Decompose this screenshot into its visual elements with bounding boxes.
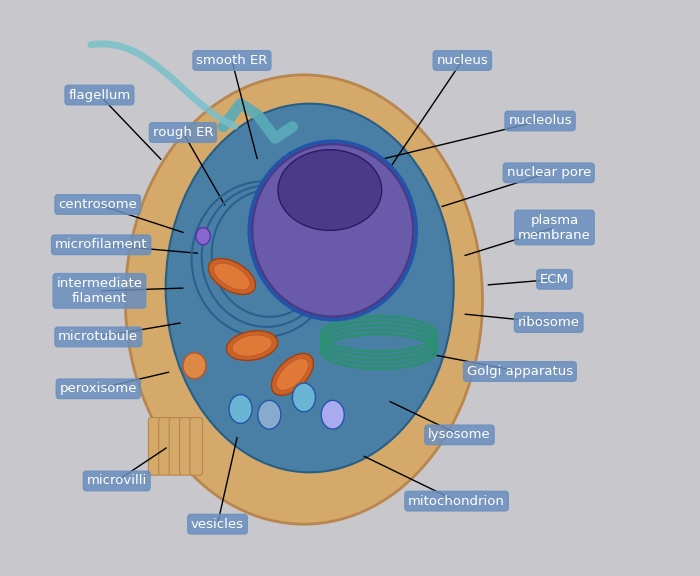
Text: nucleolus: nucleolus xyxy=(508,115,572,127)
Text: microfilament: microfilament xyxy=(55,238,148,251)
Ellipse shape xyxy=(125,75,482,524)
Ellipse shape xyxy=(293,383,316,412)
Text: intermediate
filament: intermediate filament xyxy=(57,277,142,305)
Text: microvilli: microvilli xyxy=(87,475,147,487)
Text: flagellum: flagellum xyxy=(69,89,131,101)
FancyBboxPatch shape xyxy=(169,418,182,475)
Ellipse shape xyxy=(166,104,454,472)
Ellipse shape xyxy=(252,144,414,317)
Ellipse shape xyxy=(278,150,382,230)
Ellipse shape xyxy=(232,335,272,356)
Text: smooth ER: smooth ER xyxy=(196,54,267,67)
Ellipse shape xyxy=(276,358,308,391)
Text: Golgi apparatus: Golgi apparatus xyxy=(467,365,573,378)
Text: centrosome: centrosome xyxy=(58,198,137,211)
Ellipse shape xyxy=(226,331,278,361)
Text: nucleus: nucleus xyxy=(436,54,488,67)
Ellipse shape xyxy=(321,400,344,429)
FancyBboxPatch shape xyxy=(148,418,161,475)
Ellipse shape xyxy=(196,228,210,245)
Ellipse shape xyxy=(229,395,252,423)
Text: ECM: ECM xyxy=(540,273,569,286)
Text: mitochondrion: mitochondrion xyxy=(408,495,505,507)
FancyBboxPatch shape xyxy=(179,418,193,475)
FancyBboxPatch shape xyxy=(159,418,172,475)
Text: nuclear pore: nuclear pore xyxy=(507,166,591,179)
Text: microtubule: microtubule xyxy=(58,331,139,343)
Ellipse shape xyxy=(214,263,250,290)
Text: plasma
membrane: plasma membrane xyxy=(518,214,591,241)
Text: vesicles: vesicles xyxy=(191,518,244,530)
Ellipse shape xyxy=(258,400,281,429)
Ellipse shape xyxy=(209,259,256,294)
Text: peroxisome: peroxisome xyxy=(60,382,137,395)
Ellipse shape xyxy=(272,354,314,395)
FancyBboxPatch shape xyxy=(190,418,202,475)
Text: ribosome: ribosome xyxy=(518,316,580,329)
Text: rough ER: rough ER xyxy=(153,126,214,139)
Text: lysosome: lysosome xyxy=(428,429,491,441)
Ellipse shape xyxy=(183,353,206,379)
